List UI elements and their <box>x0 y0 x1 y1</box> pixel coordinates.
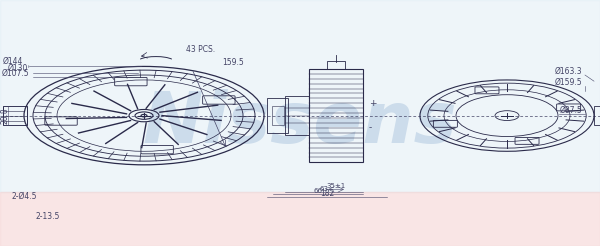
Text: 2-Ø4.5: 2-Ø4.5 <box>12 192 37 201</box>
Text: 182: 182 <box>320 189 334 198</box>
Bar <box>267 98 288 133</box>
Text: 2-13.5: 2-13.5 <box>36 212 61 221</box>
Text: Nissens: Nissens <box>143 89 457 157</box>
Text: +: + <box>369 99 377 108</box>
Text: 159.5: 159.5 <box>222 58 244 67</box>
Text: 35±1: 35±1 <box>326 183 346 189</box>
Text: 63: 63 <box>320 186 329 192</box>
Bar <box>309 69 363 162</box>
Bar <box>0 0 600 192</box>
Text: -: - <box>369 123 372 132</box>
Bar <box>285 96 309 135</box>
Text: 43 PCS.: 43 PCS. <box>186 45 215 54</box>
Bar <box>272 106 284 125</box>
Text: 66: 66 <box>314 188 323 194</box>
Text: Ø163.3: Ø163.3 <box>554 67 582 76</box>
Bar <box>327 62 345 69</box>
Text: Ø87.5: Ø87.5 <box>559 106 582 115</box>
Bar <box>0 192 600 246</box>
Text: Ø107.5: Ø107.5 <box>1 69 29 77</box>
Bar <box>3 106 27 125</box>
Text: Ø130: Ø130 <box>7 64 28 73</box>
Text: Ø159.5: Ø159.5 <box>554 78 582 87</box>
Bar <box>594 106 600 125</box>
Text: 28.8: 28.8 <box>0 107 9 124</box>
Text: Ø144: Ø144 <box>3 57 23 66</box>
